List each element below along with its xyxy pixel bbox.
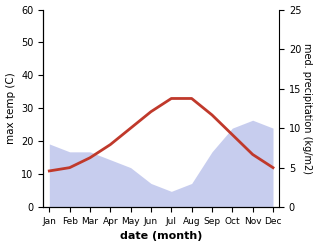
Y-axis label: max temp (C): max temp (C) (5, 72, 16, 144)
Y-axis label: med. precipitation (kg/m2): med. precipitation (kg/m2) (302, 43, 313, 174)
X-axis label: date (month): date (month) (120, 231, 202, 242)
